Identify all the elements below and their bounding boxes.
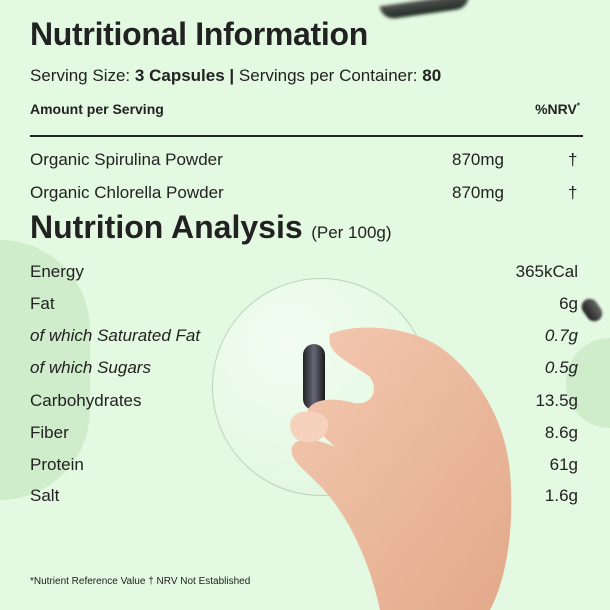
capsule-image-top bbox=[379, 0, 471, 21]
ingredient-nrv: † bbox=[568, 183, 578, 202]
analysis-row-name: Carbohydrates bbox=[30, 391, 142, 410]
ingredient-name: Organic Spirulina Powder bbox=[30, 150, 223, 169]
analysis-row-name: Salt bbox=[30, 486, 60, 505]
analysis-subtitle: (Per 100g) bbox=[311, 223, 392, 242]
capsule-image-right bbox=[578, 295, 606, 325]
analysis-row-value: 6g bbox=[559, 294, 578, 313]
amount-per-serving-header: Amount per Serving bbox=[30, 101, 164, 117]
decorative-circle-left bbox=[0, 240, 90, 500]
ingredient-amount: 870mg bbox=[452, 150, 504, 169]
serving-info: Serving Size: 3 Capsules | Servings per … bbox=[30, 66, 441, 86]
analysis-row-name: Fiber bbox=[30, 423, 69, 442]
serving-size-value: 3 Capsules bbox=[134, 66, 225, 85]
separator: | bbox=[229, 66, 235, 85]
analysis-row-name: Fat bbox=[30, 294, 55, 313]
analysis-row-value: 8.6g bbox=[544, 423, 578, 442]
analysis-row-name: of which Sugars bbox=[30, 358, 151, 377]
nrv-header: %NRV* bbox=[535, 101, 580, 117]
nrv-label: %NRV bbox=[535, 101, 577, 117]
page-title: Nutritional Information bbox=[30, 16, 368, 52]
ingredient-nrv: † bbox=[568, 150, 578, 169]
divider bbox=[30, 135, 583, 137]
analysis-row-name: of which Saturated Fat bbox=[30, 326, 201, 345]
analysis-row-value: 0.5g bbox=[544, 358, 578, 377]
analysis-title-text: Nutrition Analysis bbox=[30, 209, 303, 245]
servings-per-container-value: 80 bbox=[422, 66, 442, 85]
ingredient-name: Organic Chlorella Powder bbox=[30, 183, 224, 202]
footnote: *Nutrient Reference Value † NRV Not Esta… bbox=[30, 576, 251, 587]
analysis-row-value: 13.5g bbox=[535, 391, 578, 410]
analysis-row-name: Protein bbox=[30, 455, 84, 474]
ingredient-amount: 870mg bbox=[452, 183, 504, 202]
analysis-row-value: 0.7g bbox=[544, 326, 578, 345]
hand-holding-capsule-image bbox=[290, 327, 512, 610]
servings-per-container-label: Servings per Container: bbox=[238, 66, 418, 85]
decorative-circle-right bbox=[566, 338, 610, 428]
serving-size-label: Serving Size: bbox=[30, 66, 131, 85]
analysis-title: Nutrition Analysis (Per 100g) bbox=[30, 209, 392, 246]
analysis-row-value: 61g bbox=[549, 455, 578, 474]
analysis-row-value: 1.6g bbox=[544, 486, 578, 505]
analysis-row-name: Energy bbox=[30, 262, 84, 281]
nrv-mark: * bbox=[576, 101, 580, 111]
analysis-row-value: 365kCal bbox=[515, 262, 578, 281]
